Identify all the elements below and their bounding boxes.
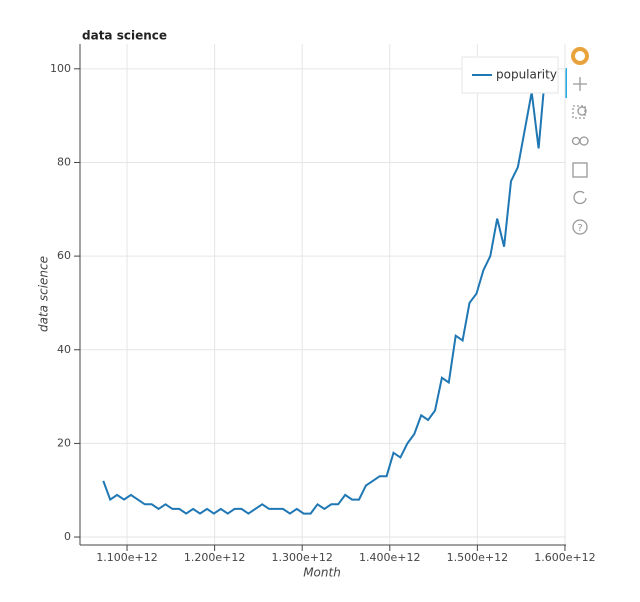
x-tick-label: 1.100e+12 <box>96 551 157 564</box>
svg-text:?: ? <box>577 223 582 234</box>
x-tick-label: 1.300e+12 <box>271 551 332 564</box>
help-tool[interactable]: ? <box>572 219 588 235</box>
y-tick-label: 40 <box>57 343 71 356</box>
bokeh-logo[interactable] <box>571 47 589 65</box>
y-tick-label: 80 <box>57 155 71 168</box>
toolbar: ? <box>565 47 589 235</box>
x-axis-label: Month <box>303 566 341 580</box>
x-tick-label: 1.400e+12 <box>359 551 420 564</box>
chart-title: data science <box>82 29 167 43</box>
x-tick-label: 1.500e+12 <box>447 551 508 564</box>
save-tool[interactable] <box>572 162 588 178</box>
data-line <box>102 68 547 515</box>
y-tick-label: 0 <box>64 530 71 543</box>
y-tick-label: 60 <box>57 249 71 262</box>
box-zoom-tool[interactable] <box>572 105 587 119</box>
y-axis-label: data science <box>37 256 51 332</box>
pan-tool[interactable] <box>573 77 587 91</box>
x-tick-label: 1.200e+12 <box>184 551 245 564</box>
wheel-zoom-tool[interactable] <box>571 136 589 146</box>
x-tick-label: 1.600e+12 <box>534 551 595 564</box>
y-tick-label: 20 <box>57 436 71 449</box>
reset-tool[interactable] <box>573 190 587 205</box>
y-tick-label: 100 <box>50 62 71 75</box>
legend-label: popularity <box>496 68 557 82</box>
